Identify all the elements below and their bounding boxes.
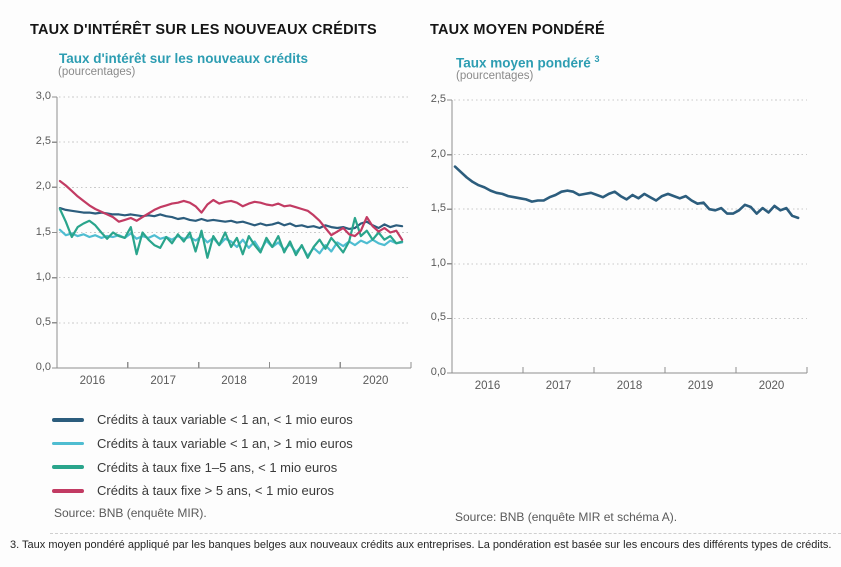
legend-line-swatch: [52, 441, 84, 446]
right-chart-subtitle-text: Taux moyen pondéré: [456, 55, 591, 71]
legend-item: Crédits à taux fixe 1–5 ans, < 1 mio eur…: [52, 455, 353, 479]
x-axis-tick-label: 2017: [545, 380, 572, 392]
y-axis-tick-label: 0,0: [35, 361, 51, 373]
right-chart-heading: TAUX MOYEN PONDÉRÉ: [430, 22, 605, 38]
legend-line-swatch: [52, 489, 84, 493]
y-axis-tick-label: 1,0: [430, 256, 446, 269]
x-axis-tick-label: 2019: [292, 375, 318, 387]
x-axis-tick-label: 2020: [758, 380, 785, 392]
x-axis-tick-label: 2019: [687, 380, 714, 392]
footnote-divider: [50, 533, 841, 534]
y-axis-tick-label: 2,0: [430, 147, 446, 160]
x-axis-tick-label: 2016: [474, 380, 501, 392]
left-chart-subtitle: Taux d'intérêt sur les nouveaux crédits: [59, 51, 308, 66]
legend-item: Crédits à taux variable < 1 an, > 1 mio …: [52, 432, 353, 456]
x-axis-tick-label: 2018: [616, 380, 643, 392]
x-axis-tick-label: 2017: [150, 375, 176, 387]
legend-item: Crédits à taux fixe > 5 ans, < 1 mio eur…: [52, 479, 353, 503]
y-axis-tick-label: 0,0: [430, 366, 446, 378]
left-line-chart: 3,0 2,5 2,0 1,5 1,0 0,5 0,0 2016 2017 2018 2019 202…: [36, 90, 412, 387]
x-axis-tick-label: 2020: [362, 375, 389, 387]
right-line-chart: 2,5 2,0 1,5 1,0 0,5 0,0 2016 2017 2018 2019 2020: [431, 93, 808, 392]
x-axis-tick-label: 2016: [79, 375, 106, 387]
left-chart-unit-label: (pourcentages): [58, 66, 136, 78]
legend-label: Crédits à taux variable < 1 an, < 1 mio …: [97, 412, 353, 428]
y-axis-tick-label: 2,0: [35, 180, 51, 193]
y-axis-tick-label: 1,5: [35, 225, 51, 238]
y-axis-tick-label: 1,5: [430, 202, 446, 215]
right-chart-subtitle: Taux moyen pondéré 3: [456, 54, 600, 71]
legend-line-swatch: [52, 465, 84, 470]
right-chart-source: Source: BNB (enquête MIR et schéma A).: [455, 510, 678, 524]
y-axis-tick-label: 0,5: [35, 315, 51, 328]
y-axis-tick-label: 2,5: [430, 93, 446, 105]
left-chart-heading: TAUX D'INTÉRÊT SUR LES NOUVEAUX CRÉDITS: [30, 22, 377, 38]
y-axis-tick-label: 0,5: [430, 311, 446, 324]
legend: Crédits à taux variable < 1 an, < 1 mio …: [52, 408, 353, 503]
legend-item: Crédits à taux variable < 1 an, < 1 mio …: [52, 408, 353, 432]
y-axis-tick-label: 1,0: [35, 270, 51, 283]
footnote-text: 3. Taux moyen pondéré appliqué par les b…: [10, 539, 832, 551]
legend-label: Crédits à taux fixe 1–5 ans, < 1 mio eur…: [97, 459, 338, 475]
legend-label: Crédits à taux variable < 1 an, > 1 mio …: [97, 436, 353, 452]
right-chart-unit-label: (pourcentages): [456, 70, 534, 82]
left-chart-source: Source: BNB (enquête MIR).: [54, 506, 207, 520]
y-axis-tick-label: 3,0: [35, 90, 51, 102]
y-axis-tick-label: 2,5: [35, 135, 51, 148]
footnote-reference-mark: 3: [594, 54, 600, 64]
legend-line-swatch: [52, 418, 84, 422]
legend-label: Crédits à taux fixe > 5 ans, < 1 mio eur…: [97, 483, 335, 499]
left-chart-subtitle-text: Taux d'intérêt sur les nouveaux crédits: [59, 51, 309, 66]
x-axis-tick-label: 2018: [221, 375, 247, 387]
